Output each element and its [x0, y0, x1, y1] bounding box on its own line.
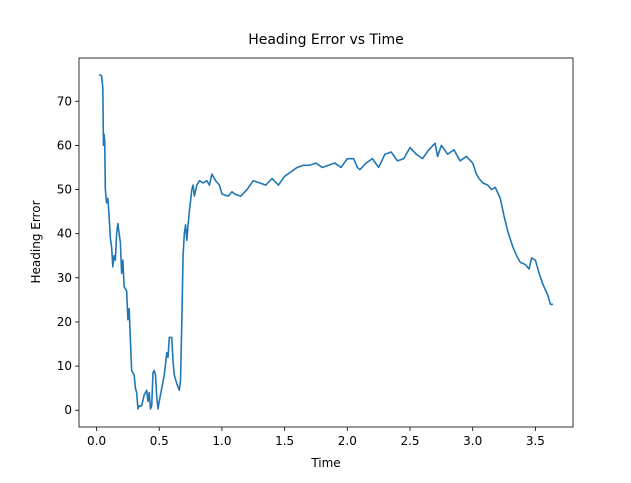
y-tick-label: 0	[64, 403, 72, 417]
x-tick-label: 2.0	[338, 434, 357, 448]
x-tick-label: 3.5	[526, 434, 545, 448]
y-tick-label: 10	[57, 359, 72, 373]
x-tick-label: 0.0	[87, 434, 106, 448]
x-tick-label: 1.0	[212, 434, 231, 448]
x-tick-label: 3.0	[463, 434, 482, 448]
y-tick-label: 50	[57, 183, 72, 197]
line-series	[98, 74, 553, 410]
x-tick-label: 1.5	[275, 434, 294, 448]
chart-title: Heading Error vs Time	[248, 32, 404, 48]
x-axis-label: Time	[310, 456, 340, 470]
plot-frame	[78, 57, 574, 428]
x-tick-label: 0.5	[150, 434, 169, 448]
y-tick-label: 60	[57, 138, 72, 152]
y-tick-label: 70	[57, 94, 72, 108]
y-axis-label: Heading Error	[29, 200, 43, 283]
y-tick-label: 20	[57, 315, 72, 329]
y-tick-label: 40	[57, 227, 72, 241]
y-tick-label: 30	[57, 271, 72, 285]
x-tick-label: 2.5	[400, 434, 419, 448]
